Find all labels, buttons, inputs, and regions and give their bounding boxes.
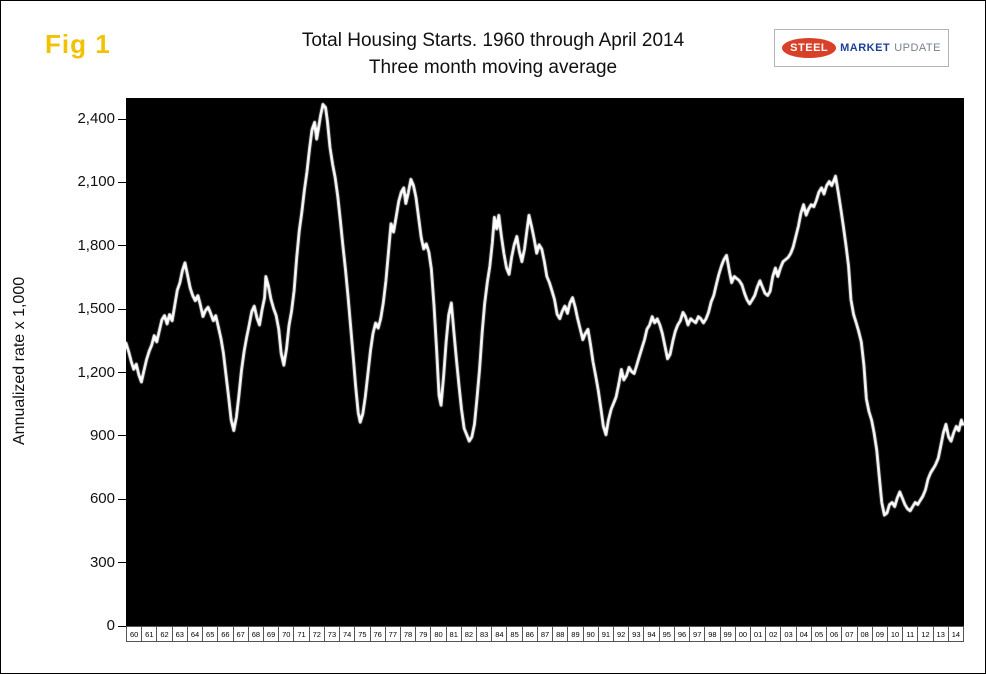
steel-market-update-logo: STEEL MARKET UPDATE <box>774 29 949 67</box>
y-axis-tick-labels: 0 300 600 900 1,200 1,500 1,800 2,100 2,400 <box>43 98 115 634</box>
x-axis-label: 12 <box>917 626 933 642</box>
x-axis-label: 67 <box>232 626 248 642</box>
y-tick-mark <box>118 562 126 564</box>
housing-starts-line-chart <box>126 98 964 626</box>
y-tick-label: 1,200 <box>77 363 115 381</box>
x-axis-label: 79 <box>415 626 431 642</box>
chart-title-line1: Total Housing Starts. 1960 through April… <box>301 30 685 51</box>
y-tick-mark <box>118 245 126 247</box>
y-tick-mark <box>118 625 126 627</box>
x-axis-label: 66 <box>217 626 233 642</box>
y-tick-label: 0 <box>106 617 115 634</box>
x-axis-label: 77 <box>384 626 400 642</box>
x-axis-label: 95 <box>658 626 674 642</box>
x-axis-label: 89 <box>567 626 583 642</box>
x-axis-label: 76 <box>369 626 385 642</box>
x-axis-label: 84 <box>491 626 507 642</box>
x-axis-label: 02 <box>765 626 781 642</box>
x-axis-label: 91 <box>597 626 613 642</box>
x-axis-label: 93 <box>628 626 644 642</box>
x-axis-label: 69 <box>262 626 279 642</box>
x-axis-label: 96 <box>673 626 690 642</box>
x-axis-label: 88 <box>552 626 568 642</box>
y-axis-tick-marks <box>118 98 126 627</box>
x-axis-label: 13 <box>932 626 948 642</box>
logo-steel-badge: STEEL <box>782 38 837 58</box>
x-axis-label: 80 <box>430 626 446 642</box>
y-tick-label: 300 <box>89 553 115 571</box>
x-axis-label: 70 <box>278 626 294 642</box>
y-tick-mark <box>118 498 126 500</box>
y-axis-title: Annualized rate x 1,000 <box>11 276 28 446</box>
y-tick-mark <box>118 181 126 183</box>
x-axis-label: 08 <box>856 626 872 642</box>
y-tick-mark <box>118 372 126 374</box>
x-axis-label: 99 <box>719 626 735 642</box>
x-axis-label: 78 <box>399 626 416 642</box>
y-tick-mark <box>118 118 126 120</box>
x-axis-label: 83 <box>476 626 492 642</box>
x-axis-label: 73 <box>323 626 340 642</box>
x-axis-label: 10 <box>886 626 903 642</box>
y-tick-label: 2,100 <box>77 173 115 191</box>
logo-update-text: UPDATE <box>894 42 941 54</box>
x-axis-label: 00 <box>734 626 750 642</box>
x-axis-label: 75 <box>354 626 370 642</box>
logo-market-text: MARKET <box>840 42 891 54</box>
x-axis-label: 06 <box>826 626 842 642</box>
chart-title-line2: Three month moving average <box>368 57 618 78</box>
x-axis-label: 81 <box>445 626 461 642</box>
y-tick-label: 1,800 <box>77 236 115 254</box>
x-axis-label: 74 <box>339 626 355 642</box>
x-axis-label: 03 <box>780 626 796 642</box>
y-tick-label: 600 <box>89 490 115 508</box>
x-axis-label: 63 <box>171 626 187 642</box>
x-axis-label: 94 <box>643 626 659 642</box>
x-axis-labels: 60 61 62 63 64 65 66 67 68 69 70 71 72 73 74 75 76 77 78 79… <box>126 626 965 642</box>
x-axis-label: 04 <box>795 626 811 642</box>
y-tick-mark <box>118 435 126 437</box>
x-axis-label: 71 <box>293 626 309 642</box>
x-axis-label: 82 <box>460 626 477 642</box>
chart-title-block: Total Housing Starts. 1960 through April… <box>161 27 825 81</box>
x-axis-label: 05 <box>810 626 827 642</box>
x-axis-label: 60 <box>126 626 142 642</box>
x-axis-label: 85 <box>506 626 522 642</box>
x-axis-label: 61 <box>141 626 157 642</box>
y-tick-mark <box>118 308 126 310</box>
x-axis-label: 65 <box>202 626 218 642</box>
x-axis-label: 72 <box>308 626 324 642</box>
y-tick-label: 900 <box>89 426 115 444</box>
x-axis-label: 01 <box>749 626 766 642</box>
x-axis-label: 97 <box>689 626 705 642</box>
x-axis-label: 09 <box>871 626 887 642</box>
x-axis-label: 98 <box>704 626 720 642</box>
x-axis-label: 68 <box>247 626 263 642</box>
y-tick-label: 1,500 <box>77 300 115 318</box>
figure-number-label: Fig 1 <box>45 29 111 59</box>
x-axis-label: 86 <box>521 626 537 642</box>
x-axis-label: 11 <box>902 626 918 642</box>
y-tick-label: 2,400 <box>77 110 115 128</box>
x-axis-label: 07 <box>841 626 857 642</box>
x-axis-label: 64 <box>186 626 203 642</box>
x-axis-label: 92 <box>613 626 629 642</box>
x-axis-label: 90 <box>582 626 598 642</box>
x-axis-label: 62 <box>156 626 172 642</box>
x-axis-label: 14 <box>947 626 965 642</box>
x-axis-label: 87 <box>536 626 553 642</box>
